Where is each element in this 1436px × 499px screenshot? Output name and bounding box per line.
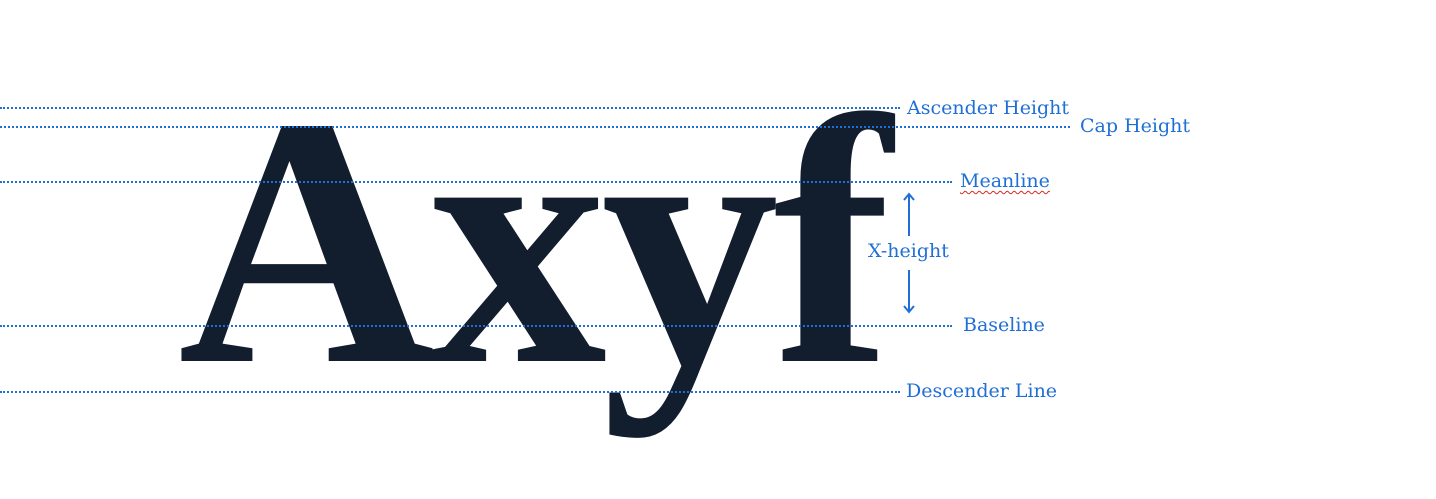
descender-line-label: Descender Line — [906, 380, 1058, 402]
cap-height-label: Cap Height — [1080, 115, 1190, 137]
ascender-height-label: Ascender Height — [907, 97, 1070, 119]
sample-glyphs: Axyf — [178, 45, 892, 439]
descender-guide-line — [0, 391, 900, 393]
cap-height-guide-line — [0, 126, 1070, 128]
ascender-guide-line — [0, 107, 900, 109]
xheight-down-arrow-icon — [903, 270, 915, 314]
baseline-guide-line — [0, 325, 952, 327]
meanline-guide-line — [0, 181, 952, 183]
baseline-label: Baseline — [963, 314, 1045, 336]
xheight-label: X-height — [866, 239, 951, 263]
xheight-up-arrow-icon — [903, 192, 915, 236]
meanline-label: Meanline — [960, 170, 1050, 192]
